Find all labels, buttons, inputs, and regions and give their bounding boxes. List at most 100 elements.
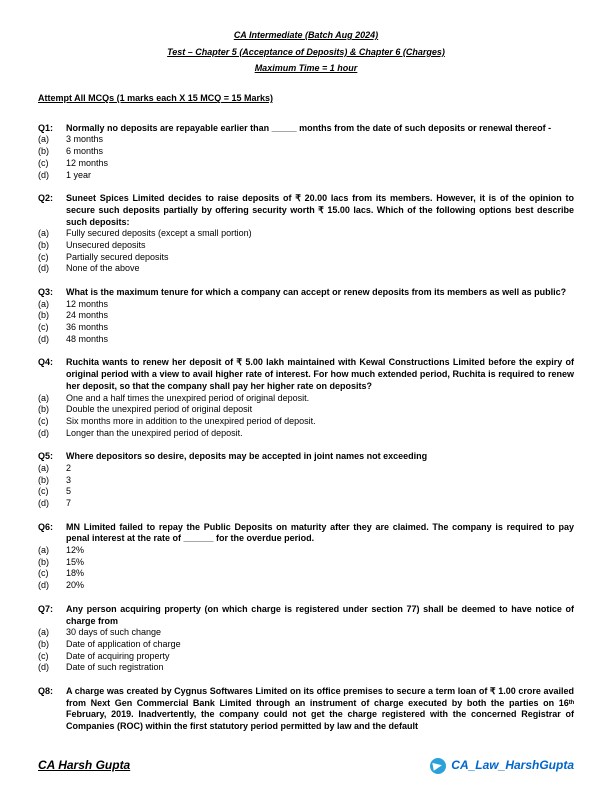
question-number: Q6:: [38, 522, 66, 545]
question-number: Q1:: [38, 123, 66, 135]
option-text: Date of application of charge: [66, 639, 574, 651]
option-label: (c): [38, 158, 66, 170]
option-text: 6 months: [66, 146, 574, 158]
option-row: (c)12 months: [38, 158, 574, 170]
option-row: (b)15%: [38, 557, 574, 569]
question: Q8:A charge was created by Cygnus Softwa…: [38, 686, 574, 733]
option-label: (b): [38, 557, 66, 569]
header-line3: Maximum Time = 1 hour: [38, 63, 574, 75]
option-label: (a): [38, 134, 66, 146]
header-line2: Test – Chapter 5 (Acceptance of Deposits…: [38, 47, 574, 59]
option-row: (a)3 months: [38, 134, 574, 146]
option-label: (b): [38, 310, 66, 322]
question: Q7:Any person acquiring property (on whi…: [38, 604, 574, 674]
question-number: Q5:: [38, 451, 66, 463]
option-row: (c)36 months: [38, 322, 574, 334]
page-header: CA Intermediate (Batch Aug 2024) Test – …: [38, 30, 574, 75]
option-text: 30 days of such change: [66, 627, 574, 639]
option-label: (d): [38, 170, 66, 182]
question-text: Any person acquiring property (on which …: [66, 604, 574, 627]
option-label: (d): [38, 498, 66, 510]
question-text: What is the maximum tenure for which a c…: [66, 287, 574, 299]
option-label: (d): [38, 263, 66, 275]
header-line1: CA Intermediate (Batch Aug 2024): [38, 30, 574, 42]
option-text: 15%: [66, 557, 574, 569]
question-text: Where depositors so desire, deposits may…: [66, 451, 574, 463]
question: Q1:Normally no deposits are repayable ea…: [38, 123, 574, 181]
option-text: Partially secured deposits: [66, 252, 574, 264]
questions-container: Q1:Normally no deposits are repayable ea…: [38, 123, 574, 733]
question-text: Ruchita wants to renew her deposit of ₹ …: [66, 357, 574, 392]
option-row: (a)30 days of such change: [38, 627, 574, 639]
option-row: (d)Longer than the unexpired period of d…: [38, 428, 574, 440]
page-footer: CA Harsh Gupta CA_Law_HarshGupta: [38, 758, 574, 774]
option-text: Six months more in addition to the unexp…: [66, 416, 574, 428]
option-text: 7: [66, 498, 574, 510]
option-row: (a)12%: [38, 545, 574, 557]
option-row: (c)18%: [38, 568, 574, 580]
option-label: (c): [38, 651, 66, 663]
question-text: MN Limited failed to repay the Public De…: [66, 522, 574, 545]
option-row: (b)24 months: [38, 310, 574, 322]
option-row: (a)2: [38, 463, 574, 475]
option-row: (c)5: [38, 486, 574, 498]
option-text: 3: [66, 475, 574, 487]
option-label: (a): [38, 393, 66, 405]
option-row: (d)7: [38, 498, 574, 510]
option-text: 3 months: [66, 134, 574, 146]
question-number: Q4:: [38, 357, 66, 392]
option-label: (a): [38, 545, 66, 557]
option-row: (c)Six months more in addition to the un…: [38, 416, 574, 428]
option-label: (d): [38, 428, 66, 440]
footer-handle-text: CA_Law_HarshGupta: [451, 758, 574, 774]
option-row: (b)6 months: [38, 146, 574, 158]
option-text: 2: [66, 463, 574, 475]
question-text: A charge was created by Cygnus Softwares…: [66, 686, 574, 733]
option-text: 24 months: [66, 310, 574, 322]
question-text: Suneet Spices Limited decides to raise d…: [66, 193, 574, 228]
option-row: (d)20%: [38, 580, 574, 592]
option-label: (b): [38, 240, 66, 252]
option-label: (d): [38, 580, 66, 592]
option-text: 18%: [66, 568, 574, 580]
option-row: (b)3: [38, 475, 574, 487]
option-label: (c): [38, 252, 66, 264]
option-label: (c): [38, 568, 66, 580]
option-row: (b)Unsecured deposits: [38, 240, 574, 252]
option-text: 12 months: [66, 299, 574, 311]
option-label: (b): [38, 475, 66, 487]
option-label: (d): [38, 334, 66, 346]
question: Q2:Suneet Spices Limited decides to rais…: [38, 193, 574, 275]
option-label: (a): [38, 627, 66, 639]
option-label: (b): [38, 404, 66, 416]
option-label: (a): [38, 228, 66, 240]
option-label: (c): [38, 322, 66, 334]
option-row: (a)12 months: [38, 299, 574, 311]
option-label: (c): [38, 416, 66, 428]
footer-handle: CA_Law_HarshGupta: [430, 758, 574, 774]
option-row: (a)Fully secured deposits (except a smal…: [38, 228, 574, 240]
option-row: (c)Partially secured deposits: [38, 252, 574, 264]
question-text: Normally no deposits are repayable earli…: [66, 123, 574, 135]
option-text: Date of such registration: [66, 662, 574, 674]
option-text: 20%: [66, 580, 574, 592]
option-row: (a)One and a half times the unexpired pe…: [38, 393, 574, 405]
option-row: (d)None of the above: [38, 263, 574, 275]
question: Q3:What is the maximum tenure for which …: [38, 287, 574, 345]
option-label: (c): [38, 486, 66, 498]
telegram-icon: [430, 758, 446, 774]
option-row: (b)Date of application of charge: [38, 639, 574, 651]
option-label: (a): [38, 463, 66, 475]
option-text: 36 months: [66, 322, 574, 334]
option-row: (d)48 months: [38, 334, 574, 346]
option-row: (c)Date of acquiring property: [38, 651, 574, 663]
option-label: (b): [38, 146, 66, 158]
question-number: Q7:: [38, 604, 66, 627]
option-text: 5: [66, 486, 574, 498]
option-row: (d)Date of such registration: [38, 662, 574, 674]
question: Q4:Ruchita wants to renew her deposit of…: [38, 357, 574, 439]
question: Q5:Where depositors so desire, deposits …: [38, 451, 574, 509]
footer-author: CA Harsh Gupta: [38, 758, 130, 774]
option-label: (b): [38, 639, 66, 651]
option-text: Fully secured deposits (except a small p…: [66, 228, 574, 240]
